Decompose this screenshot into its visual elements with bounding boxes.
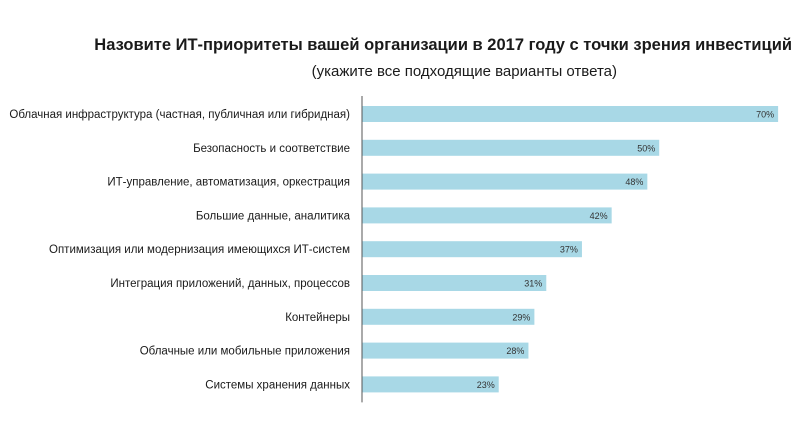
- chart-title: Назовите ИТ-приоритеты вашей организации…: [94, 36, 792, 54]
- value-label: 48%: [625, 177, 643, 187]
- category-label: Облачная инфраструктура (частная, публич…: [9, 109, 350, 121]
- value-label: 23%: [477, 380, 495, 390]
- bar: [362, 308, 535, 325]
- category-label: Большие данные, аналитика: [196, 210, 351, 222]
- bar: [362, 275, 547, 291]
- category-label: Оптимизация или модернизация имеющихся И…: [49, 244, 350, 256]
- bar: [362, 106, 779, 122]
- bar: [362, 241, 582, 258]
- value-label: 29%: [512, 312, 530, 322]
- bar: [362, 342, 529, 359]
- category-label: Безопасность и соответствие: [193, 143, 350, 155]
- bar: [362, 173, 648, 190]
- bar: [362, 207, 612, 224]
- value-label: 28%: [506, 346, 524, 356]
- value-label: 50%: [637, 143, 655, 153]
- value-label: 70%: [756, 110, 774, 120]
- value-label: 42%: [590, 211, 608, 221]
- bars-group: Облачная инфраструктура (частная, публич…: [9, 106, 779, 393]
- category-label: Интеграция приложений, данных, процессов: [110, 278, 350, 290]
- value-label: 31%: [524, 279, 542, 289]
- chart-subtitle: (укажите все подходящие варианты ответа): [311, 63, 617, 80]
- bar: [362, 376, 499, 393]
- category-label: Облачные или мобильные приложения: [140, 346, 350, 358]
- category-label: ИТ-управление, автоматизация, оркестраци…: [107, 177, 350, 189]
- value-label: 37%: [560, 245, 578, 255]
- category-label: Системы хранения данных: [205, 379, 350, 391]
- bar: [362, 139, 660, 156]
- category-label: Контейнеры: [285, 312, 350, 324]
